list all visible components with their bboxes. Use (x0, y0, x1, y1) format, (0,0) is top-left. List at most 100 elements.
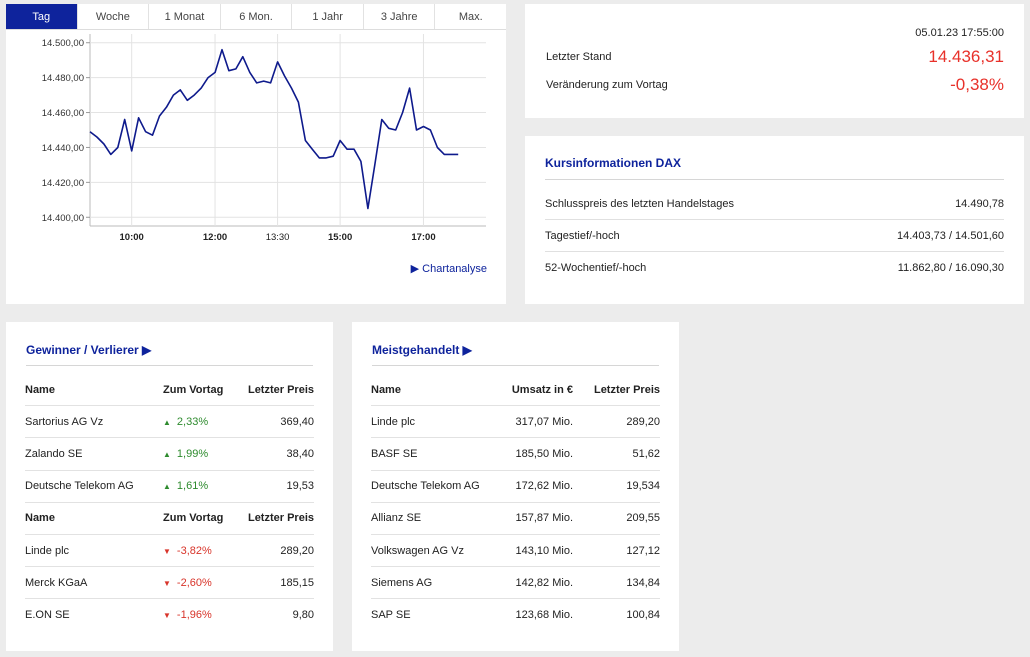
change-value: 1,61% (177, 480, 208, 492)
stock-name[interactable]: Deutsche Telekom AG (25, 480, 163, 492)
stock-name[interactable]: E.ON SE (25, 609, 163, 621)
chart-panel: Tag Woche 1 Monat 6 Mon. 1 Jahr 3 Jahre … (6, 4, 506, 304)
play-icon: ▶ (411, 263, 419, 275)
header-change: Zum Vortag (163, 384, 233, 396)
intraday-chart[interactable]: 14.500,00 14.480,00 14.460,00 14.440,00 14.4… (6, 30, 506, 260)
tab-1-month[interactable]: 1 Monat (149, 4, 221, 29)
table-row[interactable]: Siemens AG 142,82 Mio. 134,84 (371, 567, 660, 599)
header-price: Letzter Preis (233, 384, 314, 396)
y-tick-label: 14.440,00 (42, 143, 84, 154)
price-value: 100,84 (573, 609, 660, 621)
price-value: 38,40 (233, 448, 314, 460)
gainers-losers-table: Name Zum Vortag Letzter Preis Sartorius … (25, 374, 314, 632)
table-row[interactable]: Allianz SE 157,87 Mio. 209,55 (371, 503, 660, 535)
price-value: 9,80 (233, 609, 314, 621)
stock-name[interactable]: Linde plc (25, 545, 163, 557)
turnover-value: 185,50 Mio. (491, 448, 573, 460)
table-header: Name Zum Vortag Letzter Preis (25, 503, 314, 535)
price-value: 289,20 (233, 545, 314, 557)
info-row-value: 14.403,73 / 14.501,60 (897, 230, 1004, 242)
price-value: 185,15 (233, 577, 314, 589)
table-header: Name Zum Vortag Letzter Preis (25, 374, 314, 406)
arrow-up-icon: ▲ (163, 418, 171, 427)
stock-name[interactable]: SAP SE (371, 609, 491, 621)
most-traded-title[interactable]: Meistgehandelt ▶ (372, 343, 472, 357)
table-row[interactable]: Sartorius AG Vz ▲ 2,33% 369,40 (25, 406, 314, 438)
table-row[interactable]: Deutsche Telekom AG ▲ 1,61% 19,53 (25, 471, 314, 503)
chartanalyse-link[interactable]: ▶ Chartanalyse (411, 262, 487, 275)
header-name: Name (25, 512, 163, 524)
price-value: 369,40 (233, 416, 314, 428)
change-value: -1,96% (177, 609, 212, 621)
divider (372, 365, 659, 366)
kursinformationen-panel: Kursinformationen DAX Schlusspreis des l… (525, 136, 1024, 304)
stock-name[interactable]: BASF SE (371, 448, 491, 460)
stock-name[interactable]: Volkswagen AG Vz (371, 545, 491, 557)
tab-day[interactable]: Tag (6, 4, 78, 29)
table-row[interactable]: Deutsche Telekom AG 172,62 Mio. 19,534 (371, 471, 660, 503)
turnover-value: 143,10 Mio. (491, 545, 573, 557)
price-value: 289,20 (573, 416, 660, 428)
quote-panel: 05.01.23 17:55:00 Letzter Stand 14.436,3… (525, 4, 1024, 118)
stock-name[interactable]: Deutsche Telekom AG (371, 480, 491, 492)
header-turnover: Umsatz in € (491, 384, 573, 396)
tab-3-years[interactable]: 3 Jahre (364, 4, 436, 29)
header-price: Letzter Preis (573, 384, 660, 396)
price-value: 209,55 (573, 512, 660, 524)
table-row[interactable]: Linde plc ▼ -3,82% 289,20 (25, 535, 314, 567)
most-traded-table: Name Umsatz in € Letzter Preis Linde plc… (371, 374, 660, 632)
period-tabs: Tag Woche 1 Monat 6 Mon. 1 Jahr 3 Jahre … (6, 4, 506, 30)
turnover-value: 123,68 Mio. (491, 609, 573, 621)
y-tick-label: 14.480,00 (42, 73, 84, 84)
kursinformationen-title: Kursinformationen DAX (545, 156, 681, 170)
tab-1-year[interactable]: 1 Jahr (292, 4, 364, 29)
divider (545, 179, 1004, 180)
table-row[interactable]: BASF SE 185,50 Mio. 51,62 (371, 438, 660, 470)
stock-name[interactable]: Siemens AG (371, 577, 491, 589)
table-row[interactable]: Zalando SE ▲ 1,99% 38,40 (25, 438, 314, 470)
stock-name[interactable]: Allianz SE (371, 512, 491, 524)
change-value: -3,82% (177, 545, 212, 557)
table-row[interactable]: E.ON SE ▼ -1,96% 9,80 (25, 599, 314, 631)
price-value: 134,84 (573, 577, 660, 589)
turnover-value: 317,07 Mio. (491, 416, 573, 428)
header-change: Zum Vortag (163, 512, 233, 524)
info-row-value: 11.862,80 / 16.090,30 (898, 262, 1004, 274)
stock-name[interactable]: Linde plc (371, 416, 491, 428)
info-row-value: 14.490,78 (955, 198, 1004, 210)
gainers-losers-title[interactable]: Gewinner / Verlierer ▶ (26, 343, 151, 357)
gainers-losers-panel: Gewinner / Verlierer ▶ Name Zum Vortag L… (6, 322, 333, 651)
header-name: Name (25, 384, 163, 396)
stock-name[interactable]: Zalando SE (25, 448, 163, 460)
tab-6-months[interactable]: 6 Mon. (221, 4, 293, 29)
turnover-value: 142,82 Mio. (491, 577, 573, 589)
divider (26, 365, 313, 366)
change-label: Veränderung zum Vortag (546, 79, 668, 91)
info-row: Tagestief/-hoch 14.403,73 / 14.501,60 (545, 220, 1004, 252)
stock-name[interactable]: Sartorius AG Vz (25, 416, 163, 428)
chartanalyse-label: Chartanalyse (422, 263, 487, 275)
tab-week[interactable]: Woche (78, 4, 150, 29)
stock-name[interactable]: Merck KGaA (25, 577, 163, 589)
x-tick-label: 13:30 (266, 232, 290, 243)
table-row[interactable]: Volkswagen AG Vz 143,10 Mio. 127,12 (371, 535, 660, 567)
arrow-down-icon: ▼ (163, 547, 171, 556)
arrow-down-icon: ▼ (163, 611, 171, 620)
change-value: 2,33% (177, 416, 208, 428)
x-tick-label: 12:00 (203, 232, 227, 243)
table-row[interactable]: Merck KGaA ▼ -2,60% 185,15 (25, 567, 314, 599)
info-row-label: Schlusspreis des letzten Handelstages (545, 198, 734, 210)
table-header: Name Umsatz in € Letzter Preis (371, 374, 660, 406)
y-tick-label: 14.460,00 (42, 108, 84, 119)
price-value: 127,12 (573, 545, 660, 557)
change-value: -0,38% (950, 75, 1004, 95)
price-value: 19,53 (233, 480, 314, 492)
last-value: 14.436,31 (928, 47, 1004, 67)
quote-datetime: 05.01.23 17:55:00 (915, 27, 1004, 39)
table-row[interactable]: Linde plc 317,07 Mio. 289,20 (371, 406, 660, 438)
y-tick-label: 14.420,00 (42, 178, 84, 189)
tab-max[interactable]: Max. (435, 4, 506, 29)
info-row: Schlusspreis des letzten Handelstages 14… (545, 188, 1004, 220)
table-row[interactable]: SAP SE 123,68 Mio. 100,84 (371, 599, 660, 631)
y-tick-label: 14.400,00 (42, 213, 84, 224)
